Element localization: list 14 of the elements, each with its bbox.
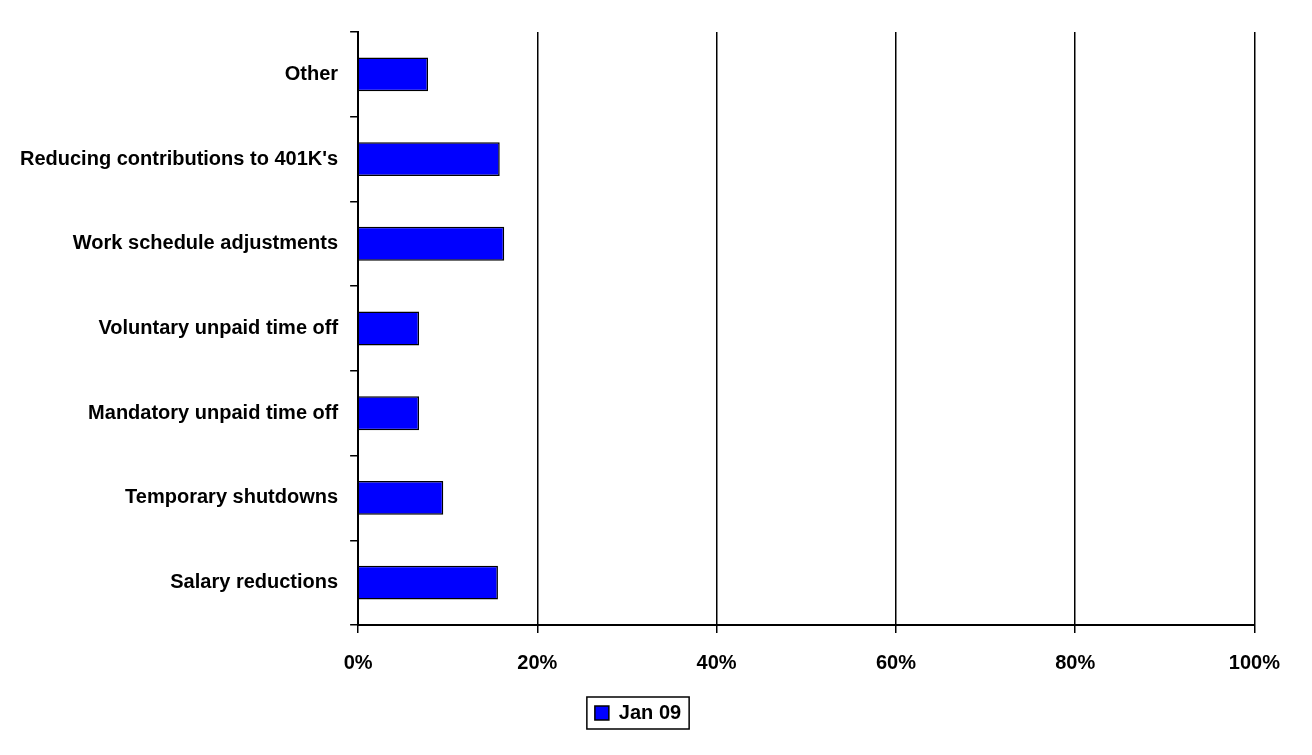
x-tick-label: 0% (343, 650, 373, 673)
y-tick-label: Reducing contributions to 401K's (19, 146, 339, 169)
x-tick-label: 100% (1228, 650, 1281, 673)
y-tick-label: Other (284, 61, 339, 84)
y-tick-label: Work schedule adjustments (72, 231, 339, 254)
y-tick-label: Temporary shutdowns (125, 485, 339, 508)
y-tick-label: Voluntary unpaid time off (98, 316, 339, 339)
y-tick-label: Mandatory unpaid time off (88, 400, 339, 423)
y-tick-label: Salary reductions (170, 570, 339, 593)
x-tick-label: 80% (1055, 650, 1096, 673)
legend-label: Jan 09 (618, 700, 682, 723)
x-tick-label: 40% (696, 650, 737, 673)
x-tick-label: 60% (875, 650, 917, 673)
x-tick-label: 20% (517, 650, 558, 673)
